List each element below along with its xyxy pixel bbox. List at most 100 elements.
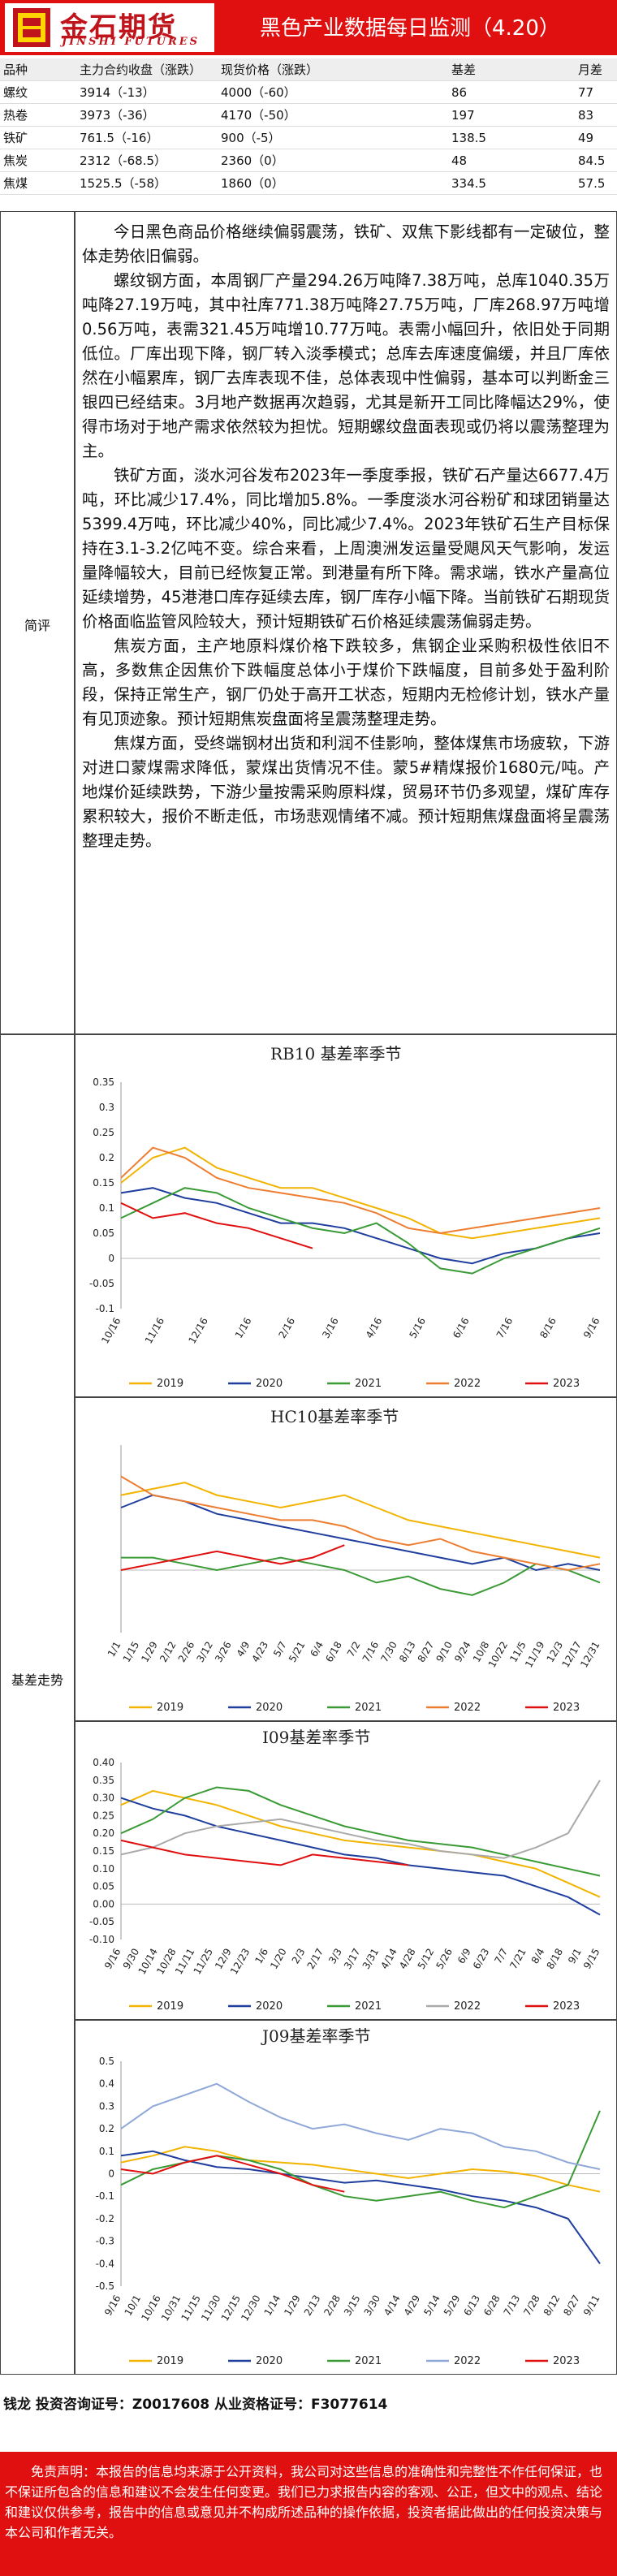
x-tick-label: 2/17 bbox=[305, 1947, 326, 1971]
header-cell: 现货价格（涨跌） bbox=[211, 58, 422, 81]
y-tick-label: 0.10 bbox=[93, 1863, 114, 1875]
legend-label: 2021 bbox=[355, 2000, 382, 2013]
y-tick-label: -0.4 bbox=[96, 2258, 114, 2269]
y-tick-label: 0.35 bbox=[93, 1077, 114, 1088]
x-tick-label: 11/25 bbox=[192, 1947, 215, 1977]
chart-title: I09基差率季节 bbox=[262, 1728, 370, 1747]
table-cell: 761.5（-16） bbox=[65, 126, 211, 149]
x-tick-label: 7/2 bbox=[345, 1640, 363, 1659]
x-tick-label: 10/1 bbox=[123, 2293, 144, 2318]
x-tick-label: 2/16 bbox=[277, 1316, 298, 1340]
y-tick-label: 0.30 bbox=[93, 1793, 114, 1804]
hc10-chart-svg: HC10基差率季节 1/11/151/292/122/263/123/26 4/94… bbox=[106, 1407, 602, 1714]
table-cell: 3914（-13） bbox=[65, 80, 211, 104]
series-line-2022 bbox=[120, 1475, 601, 1572]
x-tick-label: 1/16 bbox=[233, 1316, 254, 1340]
table-cell: 3973（-36） bbox=[65, 103, 211, 127]
y-tick-label: -0.05 bbox=[89, 1278, 114, 1289]
x-tick-label: 7/28 bbox=[521, 2293, 542, 2318]
x-tick-label: 10/31 bbox=[159, 2293, 183, 2324]
header-cell: 基差 bbox=[422, 58, 549, 81]
x-tick-label: 4/14 bbox=[378, 1947, 399, 1971]
commentary-paragraph: 螺纹钢方面，本周钢厂产量294.26万吨降7.38万吨，总库1040.35万吨降… bbox=[82, 271, 610, 460]
table-cell: 197 bbox=[422, 103, 549, 127]
table-row: 焦炭 2312（-68.5） 2360（0） 48 84.5 bbox=[0, 149, 617, 172]
table-cell: 铁矿 bbox=[0, 126, 65, 149]
series-line-2023 bbox=[120, 2155, 345, 2193]
table-cell: 1525.5（-58） bbox=[65, 171, 211, 195]
legend-label: 2019 bbox=[157, 1378, 183, 1390]
commentary-body: 今日黑色商品价格继续偏弱震荡，铁矿、双焦下影线都有一定破位，整体走势依旧偏弱。 … bbox=[75, 211, 617, 1034]
table-cell: 334.5 bbox=[422, 171, 549, 195]
x-tick-label: 6/4 bbox=[308, 1640, 326, 1659]
x-tick-label: 12/15 bbox=[219, 2293, 243, 2324]
x-tick-label: 2/13 bbox=[302, 2293, 323, 2318]
table-row: 焦煤 1525.5（-58） 1860（0） 334.5 57.5 bbox=[0, 171, 617, 195]
x-tick-label: 8/27 bbox=[416, 1640, 437, 1664]
y-tick-label: -0.10 bbox=[89, 1934, 114, 1945]
table-cell: 86 bbox=[422, 80, 549, 104]
series-line-2022 bbox=[120, 1146, 601, 1235]
x-tick-label: 12/31 bbox=[578, 1640, 602, 1670]
x-tick-label: 2/12 bbox=[157, 1640, 179, 1664]
logo-mark-icon bbox=[13, 8, 50, 47]
x-tick-label: 2/28 bbox=[321, 2293, 343, 2318]
x-tick-label: 5/7 bbox=[271, 1640, 289, 1659]
x-tick-label: 5/21 bbox=[287, 1640, 308, 1664]
series-line-2020 bbox=[120, 1187, 601, 1265]
legend-label: 2022 bbox=[454, 2355, 481, 2367]
series-line-2021 bbox=[121, 1556, 601, 1596]
y-tick-label: -0.3 bbox=[96, 2236, 114, 2247]
y-tick-label: 0.5 bbox=[99, 2056, 114, 2067]
y-tick-label: 0.3 bbox=[99, 2100, 114, 2112]
j09-chart: J09基差率季节 0.5 0.4 0.3 0.2 0.1 0 -0.1 -0.2 -0.3 -0.4… bbox=[75, 2020, 617, 2375]
x-tick-label: 8/4 bbox=[529, 1947, 547, 1966]
x-tick-label: 3/26 bbox=[213, 1640, 234, 1664]
x-tick-label: 6/28 bbox=[481, 2293, 503, 2318]
header-cell: 主力合约收盘（涨跌） bbox=[65, 58, 211, 81]
table-row: 铁矿 761.5（-16） 900（-5） 138.5 49 bbox=[0, 126, 617, 149]
header-cell: 品种 bbox=[0, 58, 65, 81]
i09-chart-svg: I09基差率季节 0.40 0.35 0.30 0.25 0.20 0.15 0.10 0.05… bbox=[89, 1728, 602, 2013]
series-line-2020 bbox=[120, 1797, 601, 1916]
x-tick-label: 12/30 bbox=[239, 2293, 262, 2324]
table-cell: 1860（0） bbox=[211, 171, 422, 195]
x-tick-label: 9/16 bbox=[102, 1947, 123, 1971]
legend-label: 2021 bbox=[355, 2355, 382, 2367]
y-tick-label: -0.1 bbox=[96, 1303, 114, 1314]
chart-title: J09基差率季节 bbox=[261, 2026, 370, 2046]
hc10-chart: HC10基差率季节 1/1 1/15 1/29 2/12 2/26 3/12 3/26 4/9 4… bbox=[75, 1397, 617, 1721]
x-tick-label: 4/14 bbox=[382, 2293, 403, 2318]
x-tick-label: 1/15 bbox=[121, 1640, 142, 1664]
series-line-2023 bbox=[120, 1839, 409, 1866]
x-tick-label: 2/26 bbox=[176, 1640, 197, 1664]
company-logo: 金石期货 JINSHI FUTURES bbox=[5, 3, 214, 52]
series-line-2022 bbox=[120, 2082, 601, 2170]
series-line-2019 bbox=[120, 1146, 601, 1240]
legend-label: 2023 bbox=[553, 1378, 580, 1390]
x-tick-label: 11/16 bbox=[143, 1316, 166, 1346]
legend-label: 2023 bbox=[553, 2355, 580, 2367]
table-cell: 48 bbox=[422, 149, 549, 172]
table-cell: 84.5 bbox=[549, 149, 617, 172]
x-tick-label: 9/1 bbox=[566, 1947, 584, 1966]
legend-label: 2022 bbox=[454, 1378, 481, 1390]
x-tick-label: 7/16 bbox=[494, 1316, 516, 1340]
y-tick-label: 0.05 bbox=[93, 1881, 114, 1892]
x-tick-label: 10/16 bbox=[99, 1316, 123, 1346]
x-tick-label: 3/12 bbox=[194, 1640, 215, 1664]
x-tick-label: 7/21 bbox=[507, 1947, 529, 1971]
legend-label: 2020 bbox=[256, 2000, 283, 2013]
x-tick-label: 11/30 bbox=[199, 2293, 222, 2324]
i09-chart: I09基差率季节 0.40 0.35 0.30 0.25 0.20 0.15 0.10 0.05… bbox=[75, 1721, 617, 2020]
table-cell: 49 bbox=[549, 126, 617, 149]
x-tick-label: 4/29 bbox=[402, 2293, 423, 2318]
commentary-paragraph: 今日黑色商品价格继续偏弱震荡，铁矿、双焦下影线都有一定破位，整体走势依旧偏弱。 bbox=[82, 222, 610, 265]
logo-chinese-text: 金石期货 bbox=[60, 11, 177, 44]
commentary-label-cell bbox=[0, 211, 75, 1034]
table-cell: 螺纹 bbox=[0, 80, 65, 104]
legend-label: 2023 bbox=[553, 1702, 580, 1714]
y-tick-label: 0.25 bbox=[93, 1810, 114, 1821]
y-tick-label: 0.20 bbox=[93, 1827, 114, 1839]
x-tick-label: 9/15 bbox=[581, 1947, 602, 1971]
